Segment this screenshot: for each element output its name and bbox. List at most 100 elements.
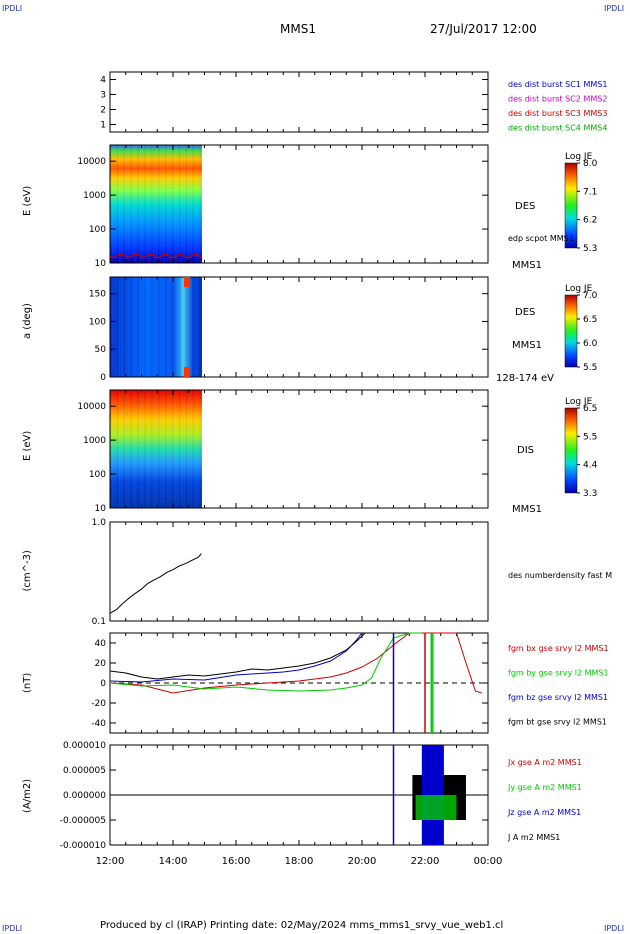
- multi-panel-plot: 1 2 3 4 des dist burst SC1 MMS1 des dist burs…: [22, 71, 612, 867]
- density-ylabel: (cm^-3): [22, 550, 33, 591]
- des-energy-stripe: [155, 145, 157, 263]
- des-pitch-stripe: [169, 277, 171, 377]
- des-pitch-colorbar-tick-label: 6.5: [583, 315, 597, 325]
- des-energy-stripe: [116, 145, 118, 263]
- dis-energy-stripe: [114, 390, 116, 508]
- des-energy-stripe: [178, 145, 180, 263]
- spacecraft-title: MMS1: [280, 22, 316, 36]
- y-tick-label: -20: [91, 699, 106, 709]
- dis-energy-stripe: [139, 390, 141, 508]
- x-tick-label: 16:00: [222, 856, 251, 867]
- bfield-line: [109, 632, 422, 692]
- current-ylabel: (A/m2): [22, 779, 33, 813]
- y-tick-label: 150: [89, 290, 106, 300]
- y-tick-label: 4: [100, 76, 106, 86]
- des-pitch-stripe: [185, 277, 187, 377]
- y-tick-label: 40: [95, 639, 107, 649]
- des-energy-stripe: [167, 145, 169, 263]
- dis-energy-stripe: [119, 390, 121, 508]
- des-energy-stripe: [135, 145, 137, 263]
- pitch-energy-range-label: 128-174 eV: [496, 373, 554, 384]
- des-energy-stripe: [162, 145, 164, 263]
- dis-energy-stripe: [158, 390, 160, 508]
- des-energy-stripe: [130, 145, 132, 263]
- des-pitch-stripe: [178, 277, 180, 377]
- des-pitch-stripe: [123, 277, 125, 377]
- des-energy-stripe: [195, 145, 197, 263]
- des-energy-stripe: [192, 145, 194, 263]
- y-tick-label: -0.000010: [60, 841, 106, 851]
- des-pitch-colorbar-tick-label: 5.5: [583, 363, 597, 373]
- bfield-line: [109, 632, 363, 683]
- corner-label-bottom-left: IPDLI: [2, 924, 23, 933]
- dis-energy-stripe: [183, 390, 185, 508]
- dis-energy-colorbar-tick-label: 5.5: [583, 432, 597, 442]
- des-pitch-stripe: [130, 277, 132, 377]
- des-pitch-stripe: [128, 277, 130, 377]
- burst-legend-entry: des dist burst SC3 MMS3: [508, 109, 607, 118]
- des-energy-colorbar-tick-label: 6.2: [583, 216, 597, 226]
- des-pitch-stripe: [155, 277, 157, 377]
- current-burst-green: [415, 795, 457, 820]
- x-tick-label: 22:00: [411, 856, 440, 867]
- des-energy-colorbar-tick-label: 5.3: [583, 244, 597, 254]
- des-energy-stripe: [153, 145, 155, 263]
- dis-energy-stripe: [181, 390, 183, 508]
- des-energy-stripe: [149, 145, 151, 263]
- dis-energy-colorbar: [564, 407, 578, 494]
- y-tick-label: 20: [95, 659, 107, 669]
- dis-energy-stripe: [149, 390, 151, 508]
- des-energy-stripe: [172, 145, 174, 263]
- dis-energy-stripe: [160, 390, 162, 508]
- des-energy-stripe: [126, 145, 128, 263]
- des-pitch-stripe: [176, 277, 178, 377]
- dis-energy-stripe: [197, 390, 199, 508]
- density-series-label: des numberdensity fast M: [508, 571, 612, 580]
- current-series-label: Jx gse A m2 MMS1: [507, 758, 582, 767]
- current-series-label: Jz gse A m2 MMS1: [507, 808, 581, 817]
- y-tick-label: 1000: [83, 191, 106, 201]
- des-energy-stripe: [183, 145, 185, 263]
- des-pitch-stripe: [144, 277, 146, 377]
- current-series-label: J A m2 MMS1: [507, 833, 560, 842]
- des-energy-stripe: [151, 145, 153, 263]
- burst-legend-entry: des dist burst SC2 MMS2: [508, 95, 607, 104]
- des-energy-stripe: [181, 145, 183, 263]
- y-tick-label: 0.000000: [63, 791, 106, 801]
- des-pitch-stripe: [151, 277, 153, 377]
- des-energy-stripe: [139, 145, 141, 263]
- y-tick-label: 1: [100, 121, 106, 131]
- pitch-hotspot: [184, 277, 191, 287]
- dis-energy-stripe: [132, 390, 134, 508]
- dis-energy-stripe: [128, 390, 130, 508]
- burst-legend-entry: des dist burst SC1 MMS1: [508, 80, 607, 89]
- des-pitch-colorbar: [564, 294, 578, 368]
- dis-energy-stripe: [137, 390, 139, 508]
- y-tick-label: 1.0: [92, 518, 107, 528]
- footer-credit: Produced by cl (IRAP) Printing date: 02/…: [100, 920, 504, 931]
- des-energy-stripe: [112, 145, 114, 263]
- des-pitch-stripe: [139, 277, 141, 377]
- scpot-label: edp scpot MMS1: [508, 234, 574, 243]
- density-line: [109, 553, 202, 614]
- y-tick-label: 10000: [77, 157, 106, 167]
- des-pitch-stripe: [174, 277, 176, 377]
- des-pitch-stripe: [162, 277, 164, 377]
- des-pitch-stripe: [114, 277, 116, 377]
- dis-energy-stripe: [123, 390, 125, 508]
- des-pitch-colorbar-tick-label: 6.0: [583, 339, 598, 349]
- des-pitch-stripe: [126, 277, 128, 377]
- des-energy-image: [110, 145, 202, 263]
- dis-energy-stripe: [167, 390, 169, 508]
- x-tick-label: 00:00: [474, 856, 503, 867]
- y-tick-label: 1000: [83, 436, 106, 446]
- pitch-des-label: DES: [515, 307, 535, 318]
- dis-energy-image: [110, 390, 202, 508]
- dis-energy-stripe: [112, 390, 114, 508]
- des-pitch-stripe: [137, 277, 139, 377]
- current-series-label: Jy gse A m2 MMS1: [507, 783, 582, 792]
- des-pitch-stripe: [142, 277, 144, 377]
- des-energy-ylabel: E (eV): [22, 186, 33, 216]
- des-pitch-colorbar-title: Log JE: [565, 284, 593, 294]
- bfield-series-label: fgm bt gse srvy l2 MMS1: [508, 718, 607, 727]
